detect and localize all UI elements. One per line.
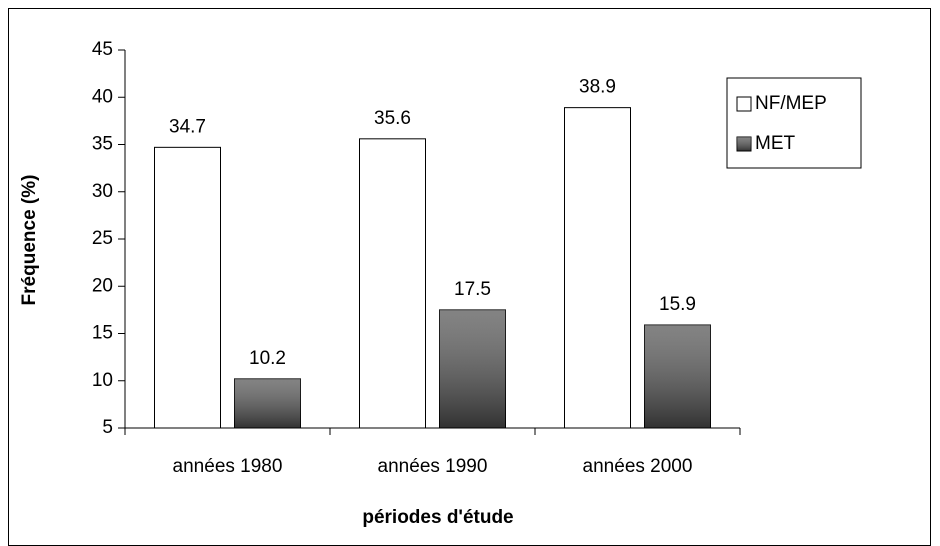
legend-box [726, 77, 862, 169]
bar [154, 146, 221, 429]
bar-shade [439, 309, 506, 428]
legend-label: MET [755, 133, 796, 154]
y-tick-label: 15 [92, 323, 113, 344]
y-tick-label: 30 [92, 181, 113, 202]
data-label: 15.9 [659, 294, 696, 315]
x-tick-label: années 1990 [378, 456, 488, 477]
legend-swatch [736, 96, 752, 112]
y-tick-label: 10 [92, 370, 113, 391]
y-tick-label: 20 [92, 275, 113, 296]
y-tick-label: 5 [102, 417, 113, 438]
data-label: 35.6 [374, 108, 411, 129]
bar [359, 138, 426, 429]
y-tick-label: 40 [92, 86, 113, 107]
data-label: 38.9 [579, 77, 616, 98]
bar-shade [644, 324, 711, 428]
legend-label: NF/MEP [755, 93, 827, 114]
bar [564, 107, 631, 429]
x-tick-label: années 2000 [583, 456, 693, 477]
legend-swatch-shade [737, 137, 751, 151]
bar-shade [234, 378, 301, 428]
data-label: 34.7 [169, 116, 206, 137]
data-label: 10.2 [249, 348, 286, 369]
data-label: 17.5 [454, 279, 491, 300]
x-tick-label: années 1980 [173, 456, 283, 477]
y-tick-label: 25 [92, 228, 113, 249]
x-axis-label: périodes d'étude [362, 507, 513, 528]
y-tick-label: 45 [92, 39, 113, 60]
y-axis-label: Fréquence (%) [19, 175, 40, 306]
y-tick-label: 35 [92, 134, 113, 155]
